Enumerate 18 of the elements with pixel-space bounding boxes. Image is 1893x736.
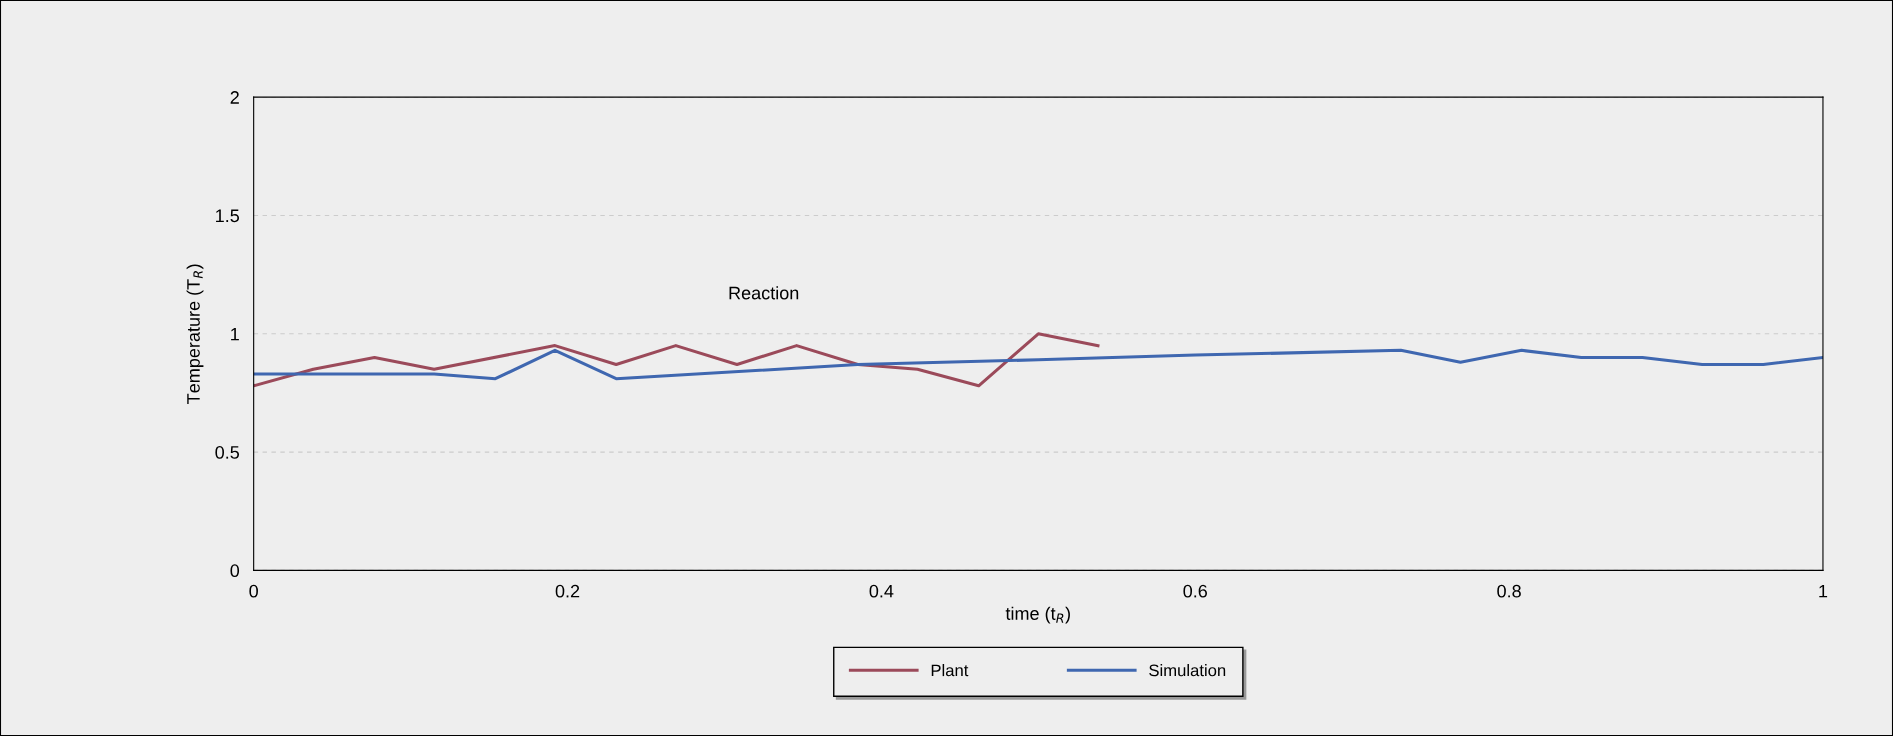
line-series bbox=[253, 332, 1100, 388]
x-tick-label: 0.2 bbox=[555, 584, 580, 598]
x-tick-label: 0.4 bbox=[869, 584, 894, 598]
y-axis-title: Temperature (T$_{R}$) bbox=[186, 264, 204, 404]
x-tick-label: 0 bbox=[249, 584, 258, 598]
y-tick-label: 0.5 bbox=[215, 446, 240, 459]
x-tick-label: 0.8 bbox=[1497, 584, 1521, 598]
line-series bbox=[253, 348, 1823, 381]
x-axis-title: time (t$_{R}$) bbox=[1005, 606, 1070, 624]
legend-label: Simulation bbox=[1149, 664, 1226, 677]
legend-label: Plant bbox=[931, 664, 969, 677]
annotation: Reaction bbox=[729, 286, 799, 300]
y-tick-label: 2 bbox=[230, 91, 239, 104]
x-tick-label: 0.6 bbox=[1183, 584, 1207, 598]
x-tick-label: 1 bbox=[1819, 584, 1828, 598]
y-tick-label: 1.5 bbox=[216, 209, 240, 223]
y-tick-label: 0 bbox=[230, 564, 240, 578]
y-tick-label: 1 bbox=[231, 327, 239, 341]
